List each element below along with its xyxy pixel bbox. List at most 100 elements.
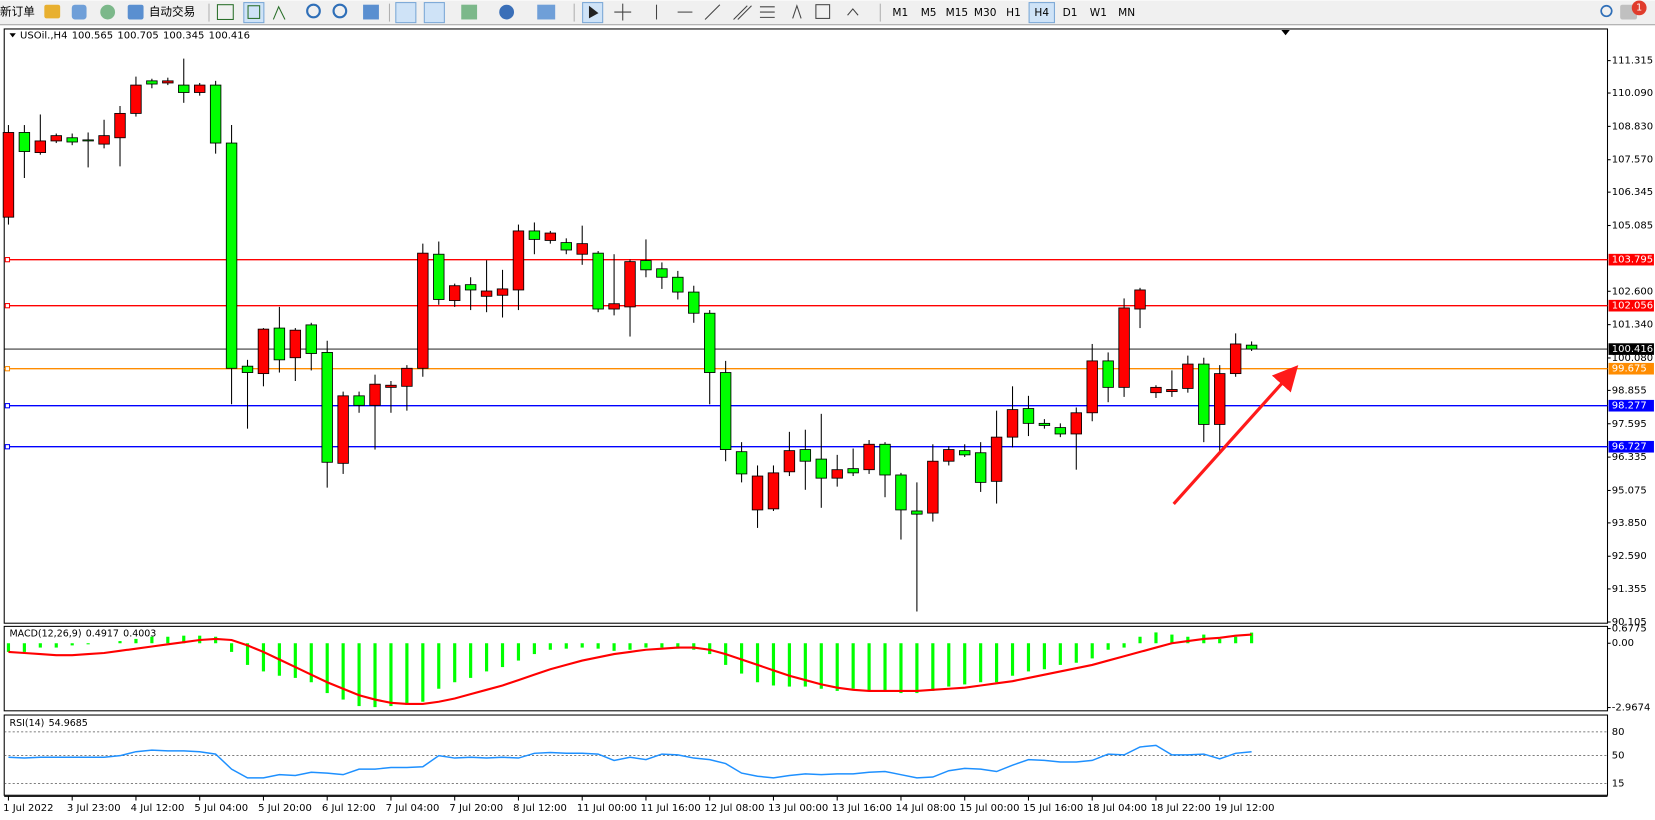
candle-body (18, 132, 31, 152)
new-order-button[interactable]: 新订单 (0, 5, 35, 19)
candle-body (1118, 307, 1130, 388)
candle-body (464, 284, 477, 291)
timeframe-button[interactable]: W1 (1090, 7, 1107, 19)
crosshair-icon[interactable] (614, 3, 632, 21)
icon[interactable] (537, 4, 556, 20)
x-tick-label: 7 Jul 04:00 (386, 803, 440, 814)
collapse-arrow[interactable] (9, 33, 16, 38)
icon[interactable] (363, 4, 379, 20)
x-tick-label: 6 Jul 12:00 (322, 803, 376, 814)
zoom-out[interactable] (332, 3, 348, 19)
y-tick-label: 98.855 (1612, 385, 1647, 396)
timeframe-button[interactable]: M5 (921, 7, 937, 19)
candle-body (1182, 363, 1194, 389)
channel-icon[interactable] (733, 5, 752, 20)
candle-body (576, 243, 588, 255)
line-anchor (4, 403, 11, 409)
macd-signal-line (8, 633, 1252, 705)
x-tick-label: 19 Jul 12:00 (1214, 803, 1274, 814)
x-tick-label: 13 Jul 00:00 (768, 803, 828, 814)
candle-body (98, 135, 110, 145)
candle-body (449, 285, 461, 301)
y-tick-label: 90.105 (1612, 617, 1647, 628)
label-icon[interactable] (815, 4, 831, 19)
x-tick-label: 14 Jul 08:00 (896, 803, 956, 814)
candle-body (114, 112, 126, 139)
candle-body (337, 395, 349, 464)
timeframe-button[interactable]: M1 (892, 7, 908, 19)
icon[interactable] (127, 4, 144, 20)
candle-body (401, 367, 413, 387)
chart-area: 111.315 110.090 108.830 107.570 106.345 105.0… (2, 28, 1654, 814)
icon-pressed[interactable] (423, 2, 445, 24)
toolbar: 新订单 自动交易 M1 M5 M15 M30 H1 H4 D1 W1 MN (0, 0, 1655, 26)
zoom-in[interactable] (306, 3, 321, 19)
ohlc-value: 100.705 (117, 30, 158, 41)
y-tick-label: 50 (1612, 751, 1625, 762)
candle-body (927, 460, 939, 514)
icon-pressed[interactable] (395, 2, 417, 24)
candle-body (656, 268, 668, 278)
candle-body (1198, 363, 1210, 425)
x-tick-label: 1 Jul 2022 (3, 803, 53, 814)
y-tick-label: 107.570 (1612, 155, 1653, 166)
chart-shift-marker[interactable] (1281, 30, 1290, 36)
icon[interactable] (44, 4, 61, 19)
timeframe-button[interactable]: M30 (974, 7, 997, 19)
y-tick-label: 100.080 (1612, 353, 1653, 364)
candle-body (433, 253, 445, 300)
candle-body (1245, 344, 1258, 350)
rsi-panel (3, 714, 1609, 796)
candle-body (1022, 408, 1035, 424)
icon[interactable] (100, 4, 116, 20)
candle-body (273, 327, 286, 361)
icon[interactable] (216, 4, 234, 20)
icon[interactable] (461, 4, 478, 20)
timeframe-button[interactable]: D1 (1063, 7, 1078, 19)
price-label-bg (1608, 299, 1654, 312)
candle-body (895, 474, 907, 511)
y-tick-label: 110.090 (1612, 88, 1653, 99)
x-tick-label: 3 Jul 23:00 (67, 803, 121, 814)
notification-badge[interactable] (1631, 0, 1647, 16)
search-icon[interactable] (1600, 4, 1613, 18)
icon[interactable] (247, 5, 261, 19)
indicator-label: MACD(12,26,9) (9, 628, 81, 639)
fibo-icon[interactable] (759, 6, 775, 18)
timeframe-active[interactable] (1028, 2, 1055, 24)
candle-body (241, 365, 254, 373)
timeframe-button[interactable]: H1 (1006, 7, 1021, 19)
y-tick-label: 93.850 (1612, 518, 1647, 529)
candle-body (528, 230, 541, 240)
candle-body (608, 303, 620, 310)
icon-pressed[interactable] (243, 2, 265, 24)
text-icon[interactable] (792, 4, 802, 19)
candle-body (1006, 409, 1019, 438)
candle-body (146, 80, 158, 85)
candle-body (879, 443, 891, 476)
icon[interactable] (71, 4, 87, 20)
candle-body (257, 328, 270, 375)
timeframe-button[interactable]: MN (1118, 7, 1135, 19)
candle-body (130, 84, 142, 114)
candle-body (1229, 343, 1242, 375)
candle-body (385, 384, 397, 388)
cursor-icon[interactable] (588, 5, 599, 19)
y-tick-label: 96.335 (1612, 452, 1647, 463)
timeframe-button[interactable]: H4 (1034, 7, 1049, 19)
icon[interactable] (272, 5, 286, 20)
timeframe-button[interactable]: M15 (946, 7, 969, 19)
x-tick-label: 11 Jul 00:00 (577, 803, 637, 814)
arrows-icon[interactable] (847, 8, 859, 16)
candle-body (369, 383, 381, 406)
trendline-icon[interactable] (704, 4, 721, 20)
auto-trading-button[interactable]: 自动交易 (149, 5, 195, 19)
candle-body (640, 260, 652, 271)
x-tick-label: 18 Jul 04:00 (1087, 803, 1147, 814)
candle-body (1214, 373, 1226, 425)
line-anchor (4, 257, 11, 263)
icon[interactable] (499, 4, 515, 20)
y-tick-label: 95.075 (1612, 485, 1647, 496)
candle-body (1134, 289, 1146, 310)
